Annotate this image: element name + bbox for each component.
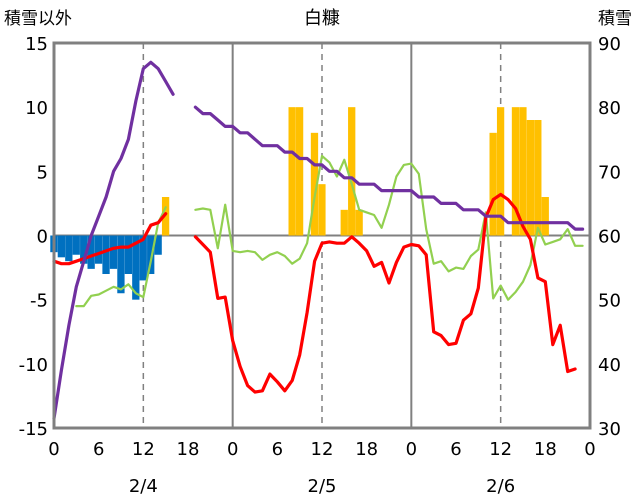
x-tick-label: 0 <box>227 439 238 460</box>
x-tick-label: 18 <box>534 439 557 460</box>
x-tick-label: 12 <box>311 439 334 460</box>
snow-depth-line-segment <box>193 105 585 231</box>
red-line-segment <box>193 192 577 394</box>
blue-bar <box>132 235 140 300</box>
x-tick-label: 6 <box>450 439 461 460</box>
blue-bar <box>57 235 66 258</box>
blue-bar <box>94 235 103 264</box>
blue-bar <box>139 235 147 281</box>
orange-bar <box>489 132 497 236</box>
orange-bar <box>496 107 505 236</box>
x-tick-label: 12 <box>489 439 512 460</box>
date-label: 2/4 <box>129 476 158 497</box>
x-tick-label: 0 <box>48 439 59 460</box>
blue-bar <box>102 235 110 274</box>
right-tick-label: 60 <box>598 227 621 248</box>
x-tick-label: 6 <box>93 439 104 460</box>
orange-bar <box>541 197 549 236</box>
orange-bar <box>519 107 527 236</box>
red-line-segment <box>52 212 168 266</box>
orange-bar <box>318 184 326 236</box>
orange-bar <box>348 107 356 236</box>
blue-bar <box>154 235 162 255</box>
x-tick-label: 18 <box>355 439 378 460</box>
x-tick-label: 6 <box>272 439 283 460</box>
left-tick-label: 15 <box>25 34 48 55</box>
orange-bar <box>340 209 348 236</box>
lines-layer <box>52 60 585 420</box>
left-tick-label: -15 <box>19 419 48 440</box>
orange-bar <box>534 120 542 236</box>
green-line-segment <box>194 154 584 301</box>
left-tick-label: 10 <box>25 98 48 119</box>
blue-bar <box>147 235 155 274</box>
blue-bar <box>80 235 88 264</box>
left-tick-label: 5 <box>37 162 48 183</box>
orange-bar <box>526 120 535 236</box>
left-tick-label: -10 <box>19 355 48 376</box>
left-tick-label: -5 <box>30 291 48 312</box>
right-tick-label: 50 <box>598 291 621 312</box>
right-tick-label: 90 <box>598 34 621 55</box>
right-tick-label: 30 <box>598 419 621 440</box>
blue-bar <box>124 235 133 274</box>
bars-layer <box>50 107 549 300</box>
left-axis-label: 積雪以外 <box>4 9 72 29</box>
date-label: 2/5 <box>308 476 337 497</box>
x-tick-label: 12 <box>132 439 155 460</box>
chart-title: 白糠 <box>304 7 340 29</box>
x-tick-label: 18 <box>177 439 200 460</box>
plot-frame <box>52 41 592 430</box>
orange-bar <box>310 132 319 236</box>
blue-bar <box>109 235 118 269</box>
right-tick-label: 70 <box>598 162 621 183</box>
orange-bar <box>288 107 296 236</box>
blue-bar <box>72 235 80 255</box>
right-tick-label: 40 <box>598 355 621 376</box>
x-tick-label: 0 <box>406 439 417 460</box>
snow-depth-line-segment <box>52 60 175 420</box>
right-axis-label: 積雪 <box>598 9 632 29</box>
blue-bar <box>65 235 73 262</box>
blue-bar <box>87 235 95 269</box>
green-line-segment <box>75 206 167 308</box>
date-label: 2/6 <box>486 476 515 497</box>
blue-bar <box>117 235 125 294</box>
orange-bar <box>295 107 304 236</box>
right-tick-label: 80 <box>598 98 621 119</box>
orange-bar <box>355 209 363 236</box>
left-tick-label: 0 <box>37 227 48 248</box>
x-tick-label: 0 <box>584 439 595 460</box>
orange-bar <box>511 107 520 236</box>
